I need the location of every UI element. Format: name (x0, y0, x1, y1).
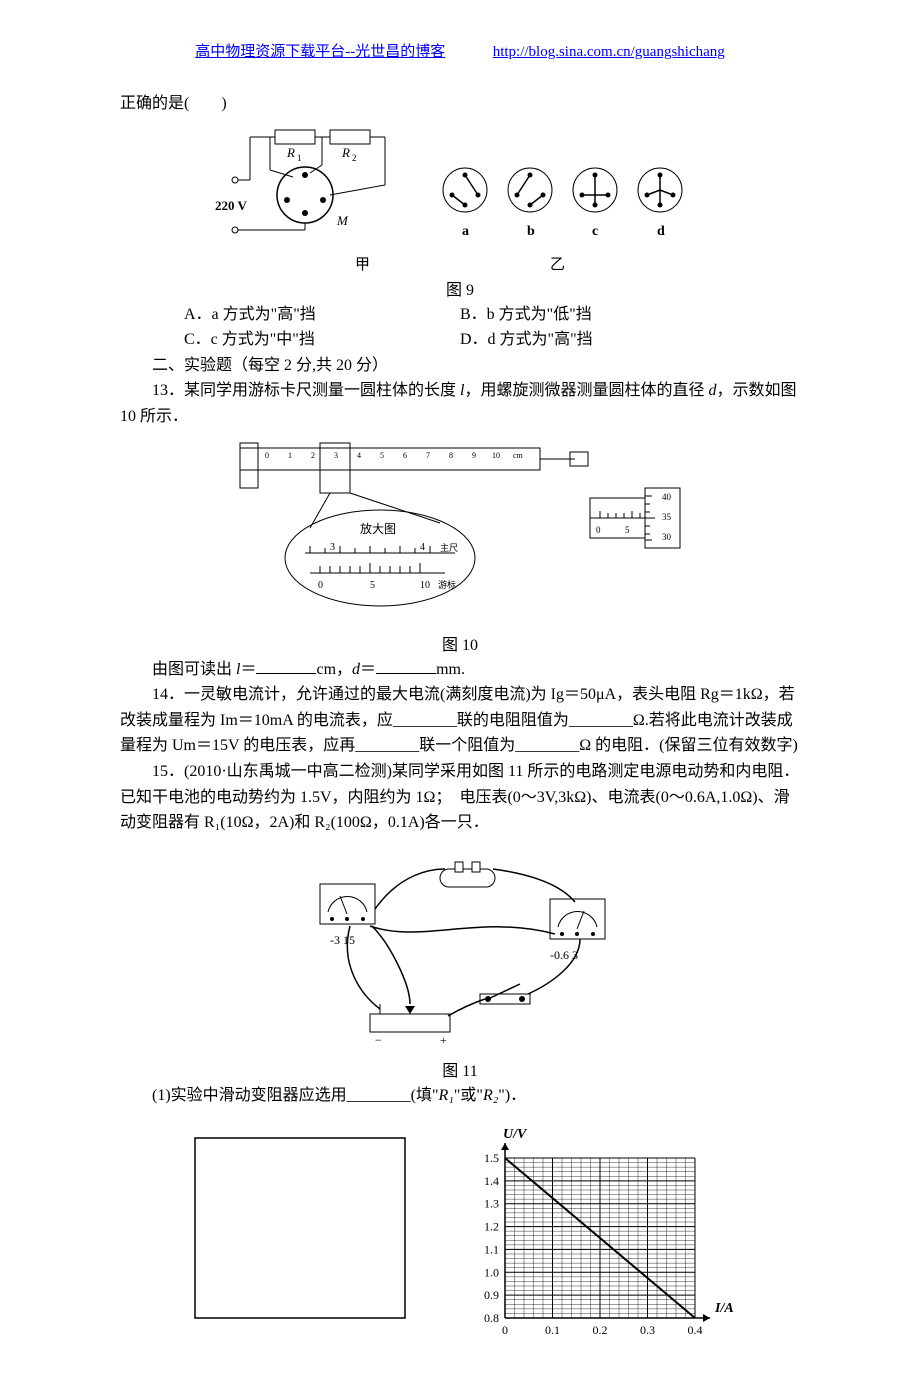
blank-box (185, 1128, 415, 1328)
q15-sub1: (1)实验中滑动变阻器应选用________(填"R₁"或"R₂")． (120, 1083, 800, 1109)
svg-text:d: d (657, 224, 665, 239)
svg-text:0.2: 0.2 (593, 1323, 608, 1337)
svg-text:1.1: 1.1 (484, 1243, 499, 1257)
svg-text:M: M (336, 213, 349, 228)
option-d: D．d 方式为"高"挡 (460, 327, 736, 353)
figure-11: -3 15 -0.6 3 (120, 844, 800, 1049)
svg-text:I/A: I/A (714, 1301, 734, 1316)
svg-text:2: 2 (352, 153, 357, 163)
option-b: B．b 方式为"低"挡 (460, 302, 736, 328)
svg-text:1: 1 (297, 153, 302, 163)
svg-text:2: 2 (311, 451, 315, 460)
svg-text:0.4: 0.4 (688, 1323, 703, 1337)
svg-text:-3 15: -3 15 (330, 933, 355, 947)
svg-text:b: b (527, 224, 535, 239)
q12-tail: 正确的是( ) (120, 91, 800, 117)
svg-text:0.1: 0.1 (545, 1323, 560, 1337)
svg-text:−: − (375, 1033, 382, 1044)
figure-9: R1 R2 M (120, 125, 800, 245)
q13-text: 13．某同学用游标卡尺测量一圆柱体的长度 l，用螺旋测微器测量圆柱体的直径 d，… (120, 378, 800, 429)
option-a: A．a 方式为"高"挡 (184, 302, 460, 328)
svg-text:0: 0 (596, 525, 601, 535)
fig10-caption: 图 10 (120, 631, 800, 655)
svg-text:1.0: 1.0 (484, 1266, 499, 1280)
svg-text:c: c (592, 224, 598, 239)
header-blog-link[interactable]: 高中物理资源下载平台--光世昌的博客 (195, 44, 445, 60)
label-yi: 乙 (550, 253, 565, 274)
fig11-caption: 图 11 (120, 1057, 800, 1081)
svg-text:30: 30 (662, 532, 672, 542)
svg-text:5: 5 (625, 525, 630, 535)
svg-text:主尺: 主尺 (440, 542, 458, 553)
svg-text:3: 3 (334, 451, 338, 460)
svg-text:0.3: 0.3 (640, 1323, 655, 1337)
svg-text:0: 0 (318, 580, 323, 591)
svg-text:1.2: 1.2 (484, 1220, 499, 1234)
svg-text:10: 10 (492, 451, 500, 460)
svg-text:1.4: 1.4 (484, 1174, 499, 1188)
label-jia: 甲 (355, 253, 370, 274)
svg-text:游标: 游标 (438, 579, 456, 590)
svg-text:R: R (286, 145, 295, 160)
svg-text:9: 9 (472, 451, 476, 460)
svg-text:0.9: 0.9 (484, 1288, 499, 1302)
fig9-caption: 图 9 (120, 276, 800, 300)
switch-patterns: a b c d (435, 155, 705, 245)
fig9-sublabels: 甲 乙 (120, 253, 800, 274)
figure-10: 0 1 2 3 4 5 6 7 8 9 10 cm 放大图 3 4 主尺 0 (120, 438, 800, 623)
svg-text:1: 1 (288, 451, 292, 460)
svg-text:+: + (440, 1033, 447, 1044)
svg-text:35: 35 (662, 512, 672, 522)
svg-text:4: 4 (357, 451, 361, 460)
svg-text:放大图: 放大图 (360, 521, 396, 536)
svg-text:8: 8 (449, 451, 453, 460)
option-c: C．c 方式为"中"挡 (184, 327, 460, 353)
bottom-figures: 1.5 1.4 1.3 1.2 1.1 1.0 0.9 0.80 0.1 0.2 0.3 0.4 U/V… (120, 1128, 800, 1348)
header-url-link[interactable]: http://blog.sina.com.cn/guangshichang (493, 44, 725, 60)
q14-text: 14．一灵敏电流计，允许通过的最大电流(满刻度电流)为 Ig＝50μA，表头电阻… (120, 682, 800, 759)
svg-text:7: 7 (426, 451, 430, 460)
svg-text:3: 3 (330, 542, 335, 553)
svg-text:40: 40 (662, 492, 672, 502)
ui-graph: 1.5 1.4 1.3 1.2 1.1 1.0 0.9 0.80 0.1 0.2 0.3 0.4 U/V… (455, 1128, 735, 1348)
svg-text:6: 6 (403, 451, 407, 460)
circuit-jia: R1 R2 M (215, 125, 405, 245)
section-2-heading: 二、实验题（每空 2 分,共 20 分） (120, 353, 800, 379)
svg-text:U/V: U/V (503, 1128, 528, 1142)
svg-text:5: 5 (380, 451, 384, 460)
q13-read: 由图可读出 l＝cm，d＝mm. (120, 657, 800, 683)
svg-text:0: 0 (265, 451, 269, 460)
svg-text:1.5: 1.5 (484, 1151, 499, 1165)
svg-text:R: R (341, 145, 350, 160)
svg-text:5: 5 (370, 580, 375, 591)
svg-text:0.8: 0.8 (484, 1311, 499, 1325)
svg-text:0: 0 (502, 1323, 508, 1337)
svg-text:220 V: 220 V (215, 198, 248, 213)
svg-text:10: 10 (420, 580, 430, 591)
svg-text:a: a (462, 224, 469, 239)
svg-text:1.3: 1.3 (484, 1197, 499, 1211)
svg-text:4: 4 (420, 542, 425, 553)
svg-text:cm: cm (513, 451, 524, 460)
page-header: 高中物理资源下载平台--光世昌的博客 http://blog.sina.com.… (120, 40, 800, 61)
q15-text: 15．(2010·山东禹城一中高二检测)某同学采用如图 11 所示的电路测定电源… (120, 759, 800, 836)
